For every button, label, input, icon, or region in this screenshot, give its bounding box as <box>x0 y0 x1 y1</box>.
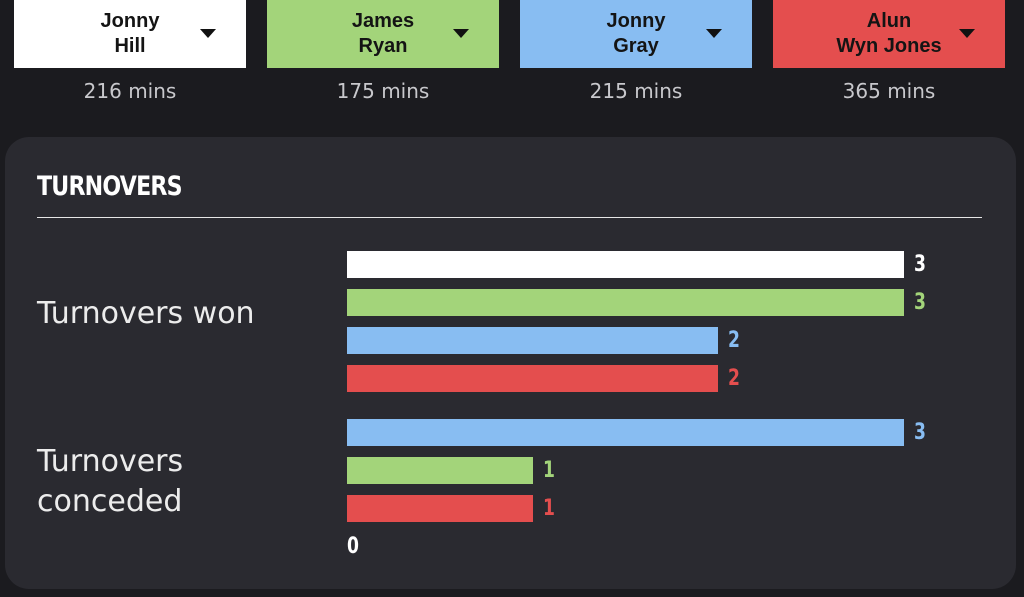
section-title: Turnovers <box>37 171 183 202</box>
player-dropdown-2[interactable]: James Ryan <box>267 0 499 68</box>
player-dropdown-3[interactable]: Jonny Gray <box>520 0 752 68</box>
player-minutes: 216 mins <box>83 79 177 103</box>
player-name: Jonny Hill <box>100 10 160 57</box>
stat-bar-value: 3 <box>914 290 926 315</box>
player-slot-3: Jonny Gray 215 mins <box>520 0 752 104</box>
stat-bar-value: 0 <box>347 534 359 559</box>
player-selector-row: Jonny Hill 216 mins James Ryan 175 mins … <box>0 0 1024 120</box>
stat-label-turnovers-won: Turnovers won <box>37 296 255 331</box>
stat-bar-value: 3 <box>914 420 926 445</box>
player-name: Jonny Gray <box>606 10 666 57</box>
stat-bar <box>347 457 533 484</box>
player-name: Alun Wyn Jones <box>836 10 942 57</box>
player-slot-1: Jonny Hill 216 mins <box>14 0 246 104</box>
stat-bar-value: 2 <box>728 366 741 391</box>
player-minutes: 175 mins <box>336 79 430 103</box>
caret-down-icon <box>706 29 722 38</box>
section-divider <box>37 217 982 218</box>
player-name: James Ryan <box>351 10 415 57</box>
stat-bar-value: 1 <box>542 458 555 483</box>
stat-label-turnovers-conceded: Turnovers conceded <box>37 444 184 519</box>
player-slot-2: James Ryan 175 mins <box>267 0 499 104</box>
stat-bar <box>347 251 904 278</box>
stat-bar <box>347 419 904 446</box>
stat-bar-value: 3 <box>914 252 926 277</box>
stat-bar <box>347 327 719 354</box>
player-minutes: 215 mins <box>589 79 683 103</box>
stat-bar-value: 1 <box>542 496 555 521</box>
stat-bar-value: 2 <box>728 328 741 353</box>
caret-down-icon <box>453 29 469 38</box>
player-dropdown-4[interactable]: Alun Wyn Jones <box>773 0 1005 68</box>
caret-down-icon <box>200 29 216 38</box>
player-minutes: 365 mins <box>842 79 936 103</box>
turnovers-card: Turnovers Turnovers won Turnovers conced… <box>5 137 1016 589</box>
caret-down-icon <box>959 29 975 38</box>
stat-bar <box>347 289 904 316</box>
stat-bar <box>347 365 719 392</box>
player-dropdown-1[interactable]: Jonny Hill <box>14 0 246 68</box>
player-slot-4: Alun Wyn Jones 365 mins <box>773 0 1005 104</box>
stat-bar <box>347 495 533 522</box>
